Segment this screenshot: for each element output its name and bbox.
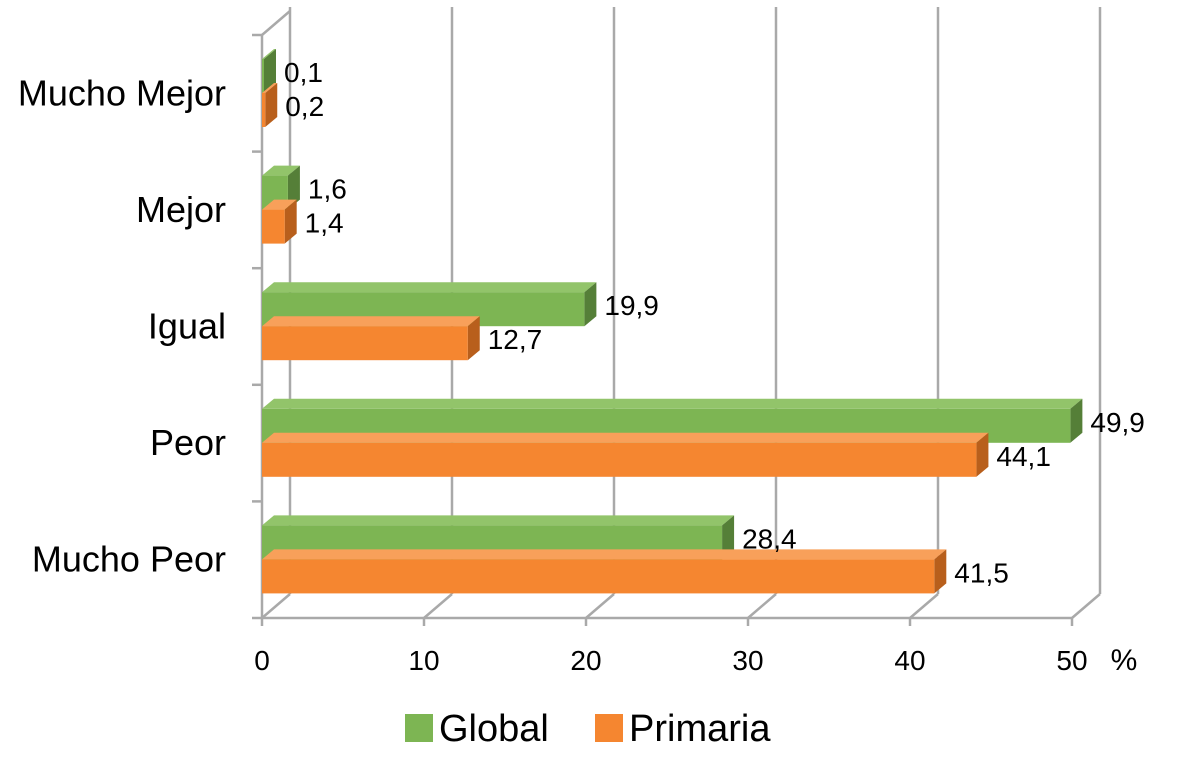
- x-tick-label: 0: [254, 645, 270, 676]
- bar-side-primaria: [284, 199, 297, 244]
- value-label-primaria: 12,7: [488, 324, 543, 355]
- bar-primaria: [262, 93, 266, 127]
- bar-top-global: [262, 282, 597, 293]
- bar-top-primaria: [262, 83, 278, 93]
- value-label-global: 0,1: [284, 57, 323, 88]
- value-label-global: 19,9: [604, 290, 659, 321]
- bar-side-global: [264, 49, 276, 93]
- floor-gridline: [261, 593, 291, 619]
- value-label-primaria: 1,4: [305, 208, 344, 239]
- legend-label-global: Global: [439, 708, 549, 750]
- category-label: Mejor: [136, 189, 226, 230]
- bar-global: [262, 59, 264, 93]
- legend-label-primaria: Primaria: [629, 708, 771, 750]
- value-label-global: 28,4: [742, 523, 797, 554]
- category-label: Peor: [150, 422, 226, 463]
- bar-primaria: [262, 209, 285, 244]
- x-tick-label: 30: [732, 645, 763, 676]
- value-label-primaria: 41,5: [954, 557, 1009, 588]
- bar-side-primaria: [976, 432, 989, 477]
- bar-top-primaria: [262, 549, 947, 560]
- value-label-primaria: 0,2: [285, 91, 324, 122]
- bar-primaria: [262, 326, 468, 361]
- bar-top-global: [262, 49, 276, 59]
- bar-top-primaria: [262, 432, 989, 443]
- bar-side-primaria: [265, 83, 278, 127]
- label-layer: 0 10 20 30 40 50 % Mucho Mejor 0,10,2 Mejor 1,61,4…: [18, 57, 1145, 677]
- floor-gridline: [909, 593, 939, 619]
- bar-side-primaria: [467, 316, 480, 361]
- bar-side-primaria: [934, 549, 947, 594]
- x-tick-label: 20: [570, 645, 601, 676]
- bar-top-global: [262, 398, 1083, 409]
- floor-gridline: [1071, 593, 1101, 619]
- y-axis-top: [261, 10, 291, 36]
- value-label-primaria: 44,1: [996, 441, 1050, 472]
- x-unit-label: %: [1111, 644, 1138, 677]
- x-tick-label: 40: [894, 645, 925, 676]
- legend-swatch-primaria: [595, 714, 623, 742]
- bar-layer: [262, 49, 1083, 594]
- x-tick-label: 50: [1056, 645, 1087, 676]
- bar-side-global: [722, 515, 735, 560]
- bar-top-global: [262, 515, 735, 526]
- bar-top-global: [262, 165, 300, 176]
- x-tick-label: 10: [408, 645, 439, 676]
- floor-gridline: [747, 593, 777, 619]
- floor-gridline: [423, 593, 453, 619]
- floor-gridline: [585, 593, 615, 619]
- bar-side-global: [584, 282, 597, 327]
- bar-primaria: [262, 559, 935, 594]
- legend: Global Primaria: [405, 708, 771, 750]
- bar-side-global: [1070, 398, 1083, 443]
- legend-swatch-global: [405, 714, 433, 742]
- bar-primaria: [262, 442, 977, 477]
- grid-layer: [252, 7, 1102, 626]
- bar-top-primaria: [262, 316, 480, 327]
- category-label: Mucho Mejor: [18, 72, 226, 113]
- category-label: Igual: [148, 306, 226, 347]
- bar-side-global: [287, 165, 300, 210]
- category-label: Mucho Peor: [32, 539, 226, 580]
- value-label-global: 1,6: [308, 174, 347, 205]
- bar-top-primaria: [262, 199, 297, 210]
- value-label-global: 49,9: [1090, 407, 1145, 438]
